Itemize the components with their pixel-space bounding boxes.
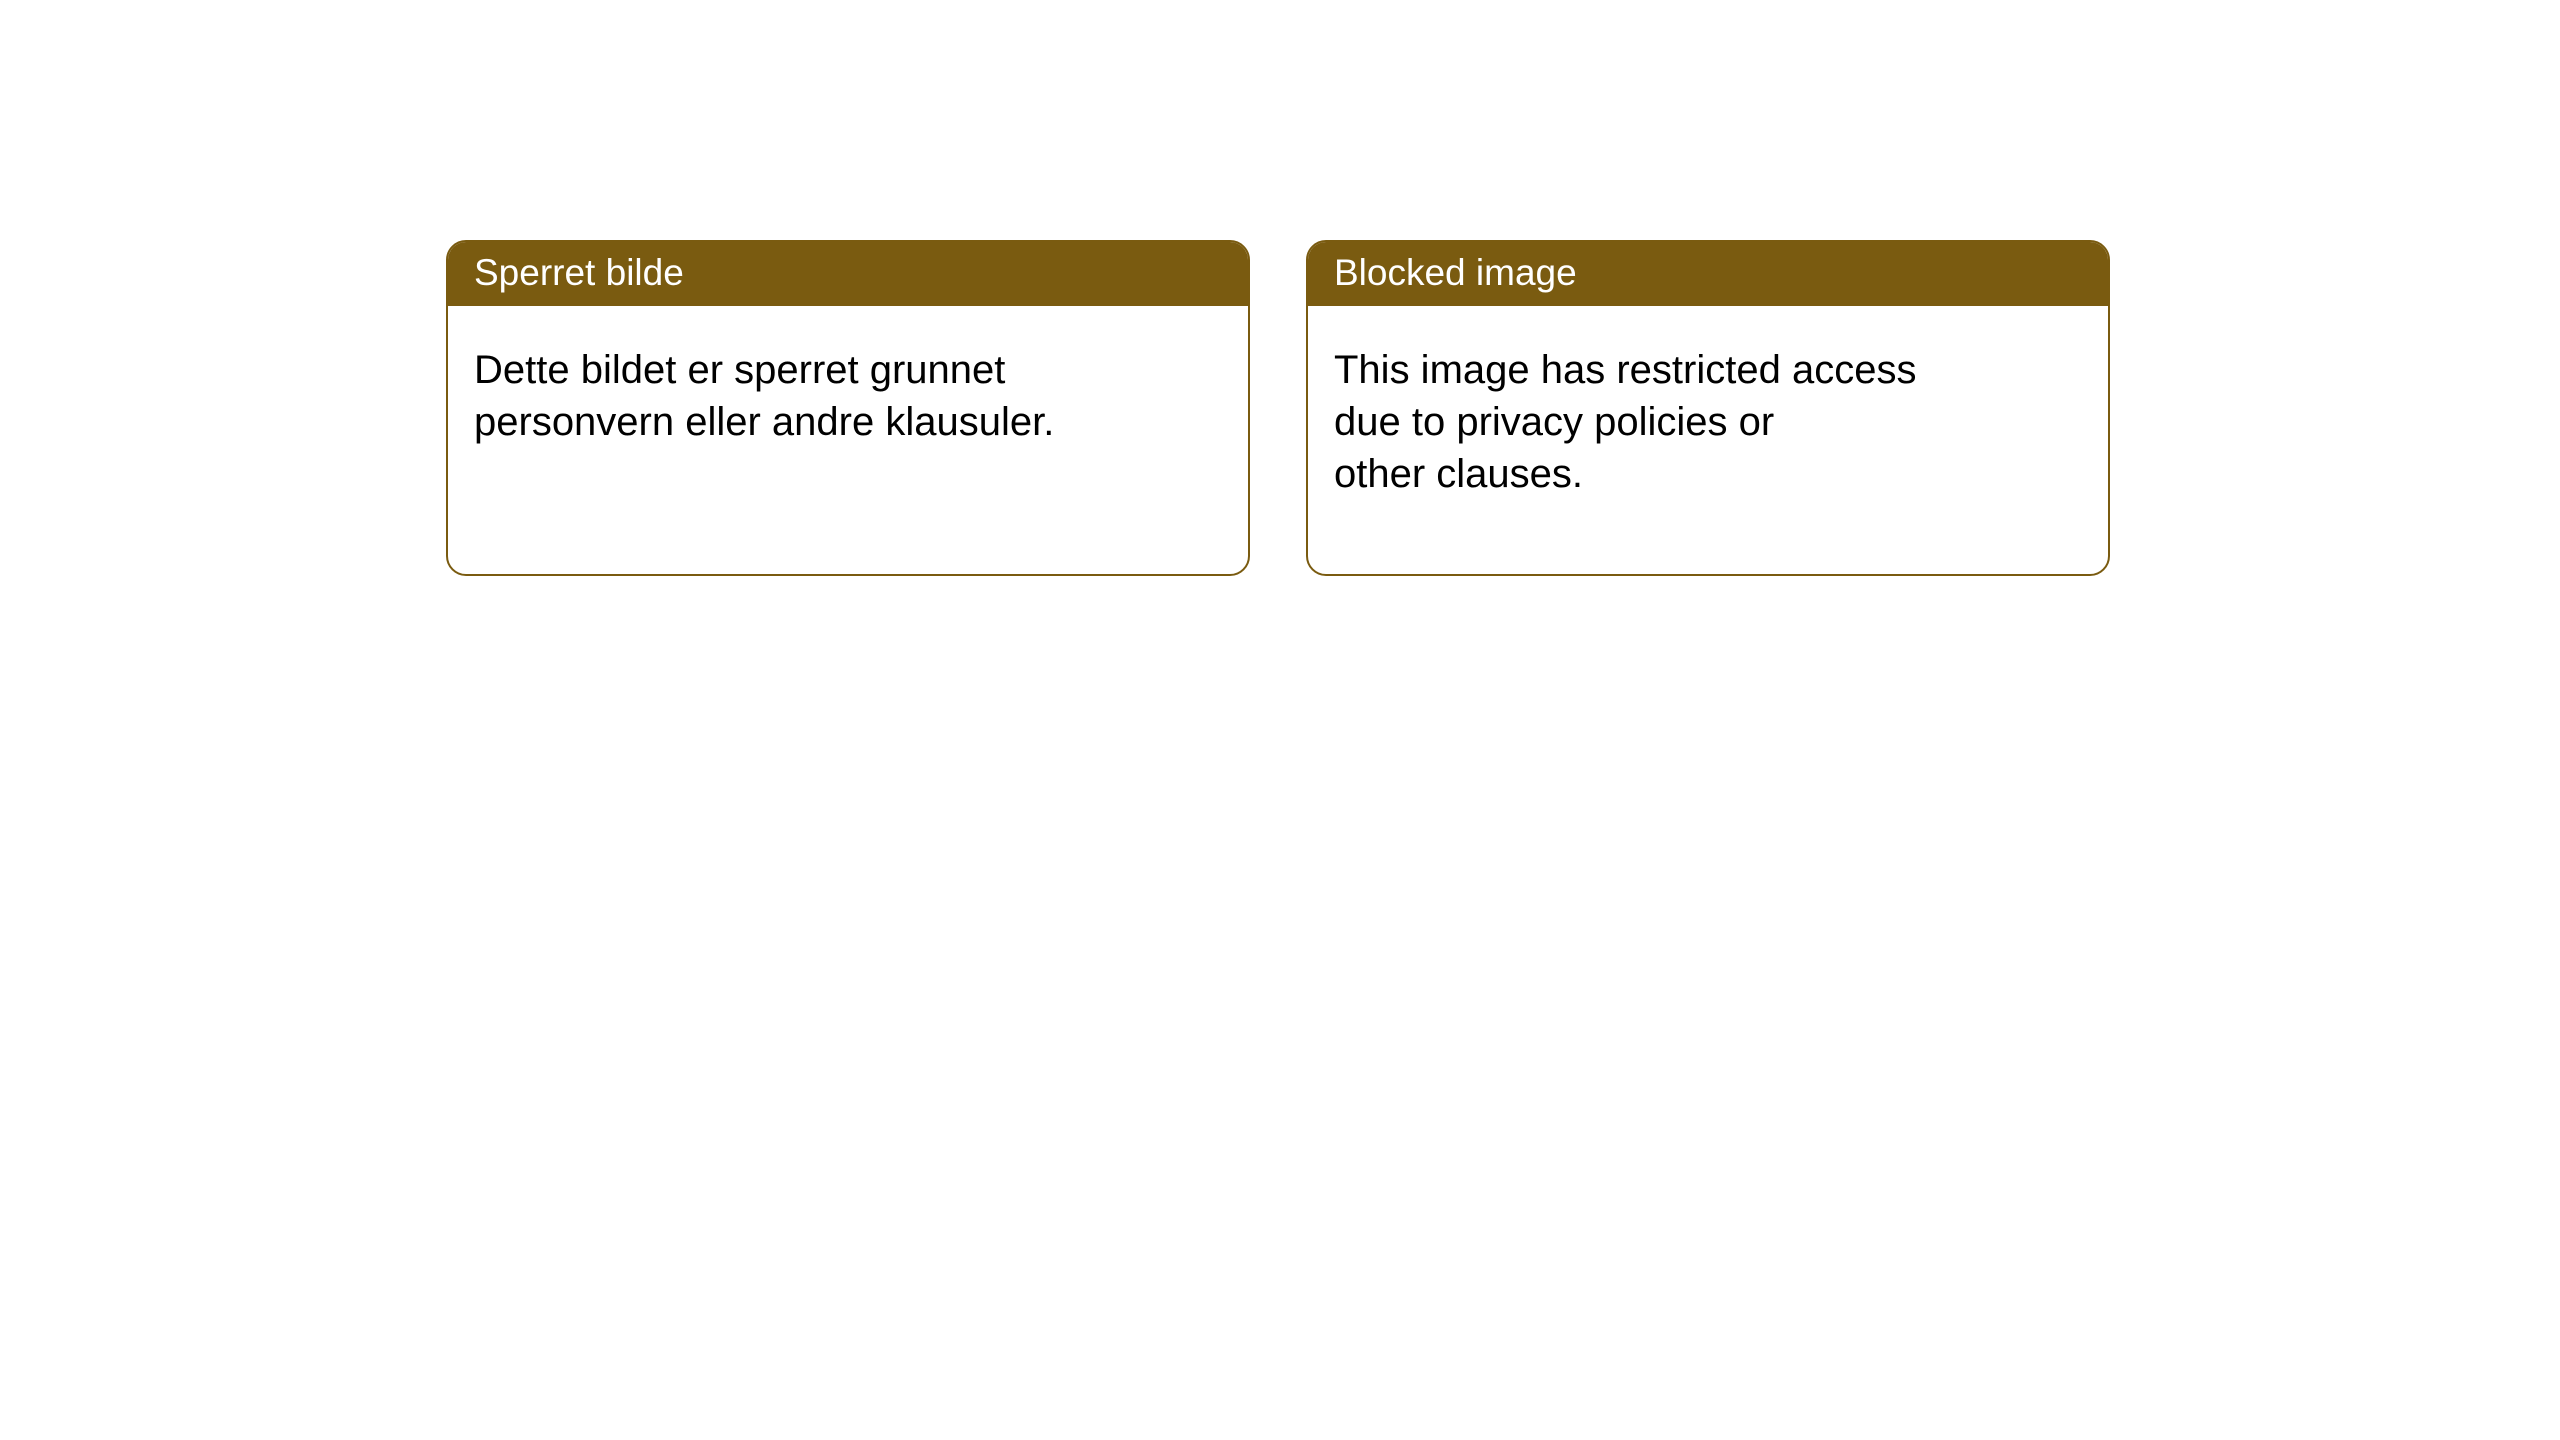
card-body: This image has restricted access due to …: [1308, 306, 1988, 526]
blocked-image-card-en: Blocked image This image has restricted …: [1306, 240, 2110, 576]
blocked-image-card-no: Sperret bilde Dette bildet er sperret gr…: [446, 240, 1250, 576]
card-body-text: Dette bildet er sperret grunnet personve…: [474, 348, 1054, 444]
card-title: Blocked image: [1334, 252, 1577, 293]
card-body-text: This image has restricted access due to …: [1334, 348, 1916, 496]
card-body: Dette bildet er sperret grunnet personve…: [448, 306, 1128, 474]
card-header: Blocked image: [1308, 242, 2108, 306]
card-title: Sperret bilde: [474, 252, 684, 293]
cards-container: Sperret bilde Dette bildet er sperret gr…: [446, 240, 2110, 576]
card-header: Sperret bilde: [448, 242, 1248, 306]
